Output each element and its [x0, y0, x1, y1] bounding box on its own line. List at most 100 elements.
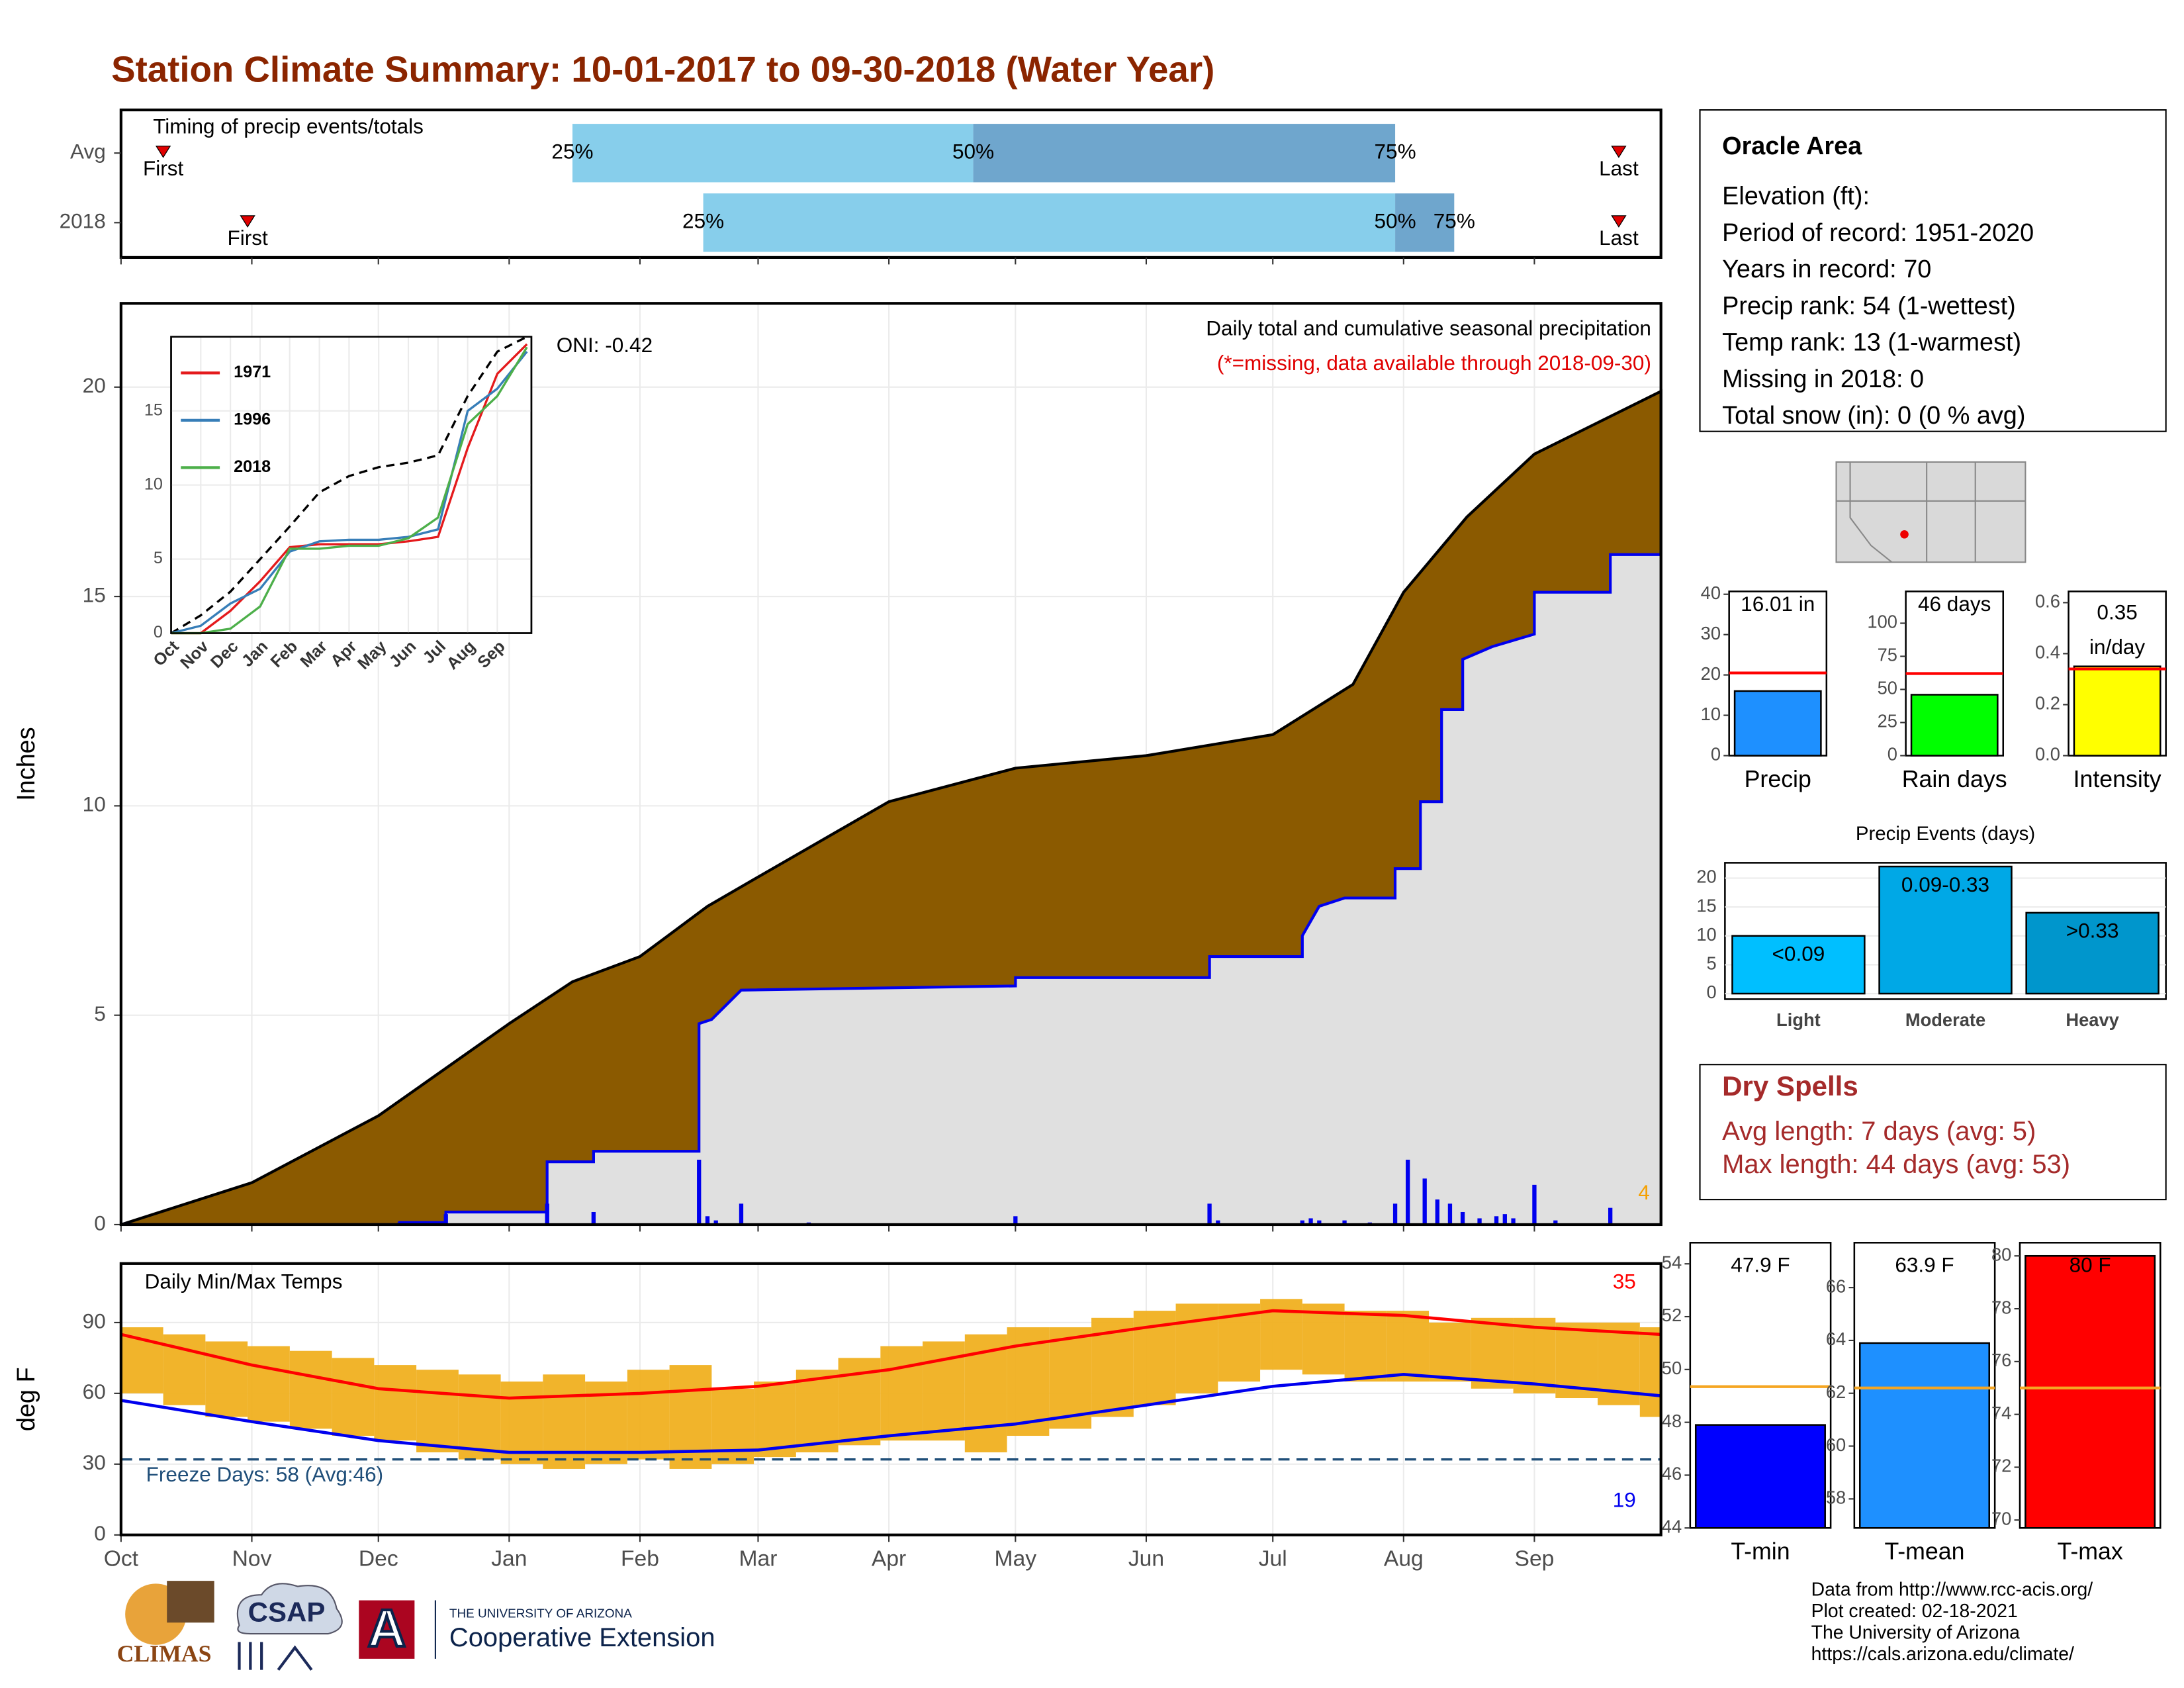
series-line	[171, 346, 528, 635]
bar-value-label: 0.09-0.33	[1901, 872, 1989, 896]
temp-range-bar	[880, 1346, 923, 1441]
logo-shape	[236, 1583, 343, 1635]
daily-bar	[1511, 1218, 1516, 1225]
daily-bar	[1532, 1184, 1537, 1225]
event-marker	[1611, 146, 1627, 158]
temp-range-bar	[374, 1365, 417, 1441]
inset-y-tick-label: 15	[144, 400, 163, 419]
avg-max-line	[120, 1309, 1661, 1400]
series-line	[171, 351, 528, 635]
bar-value-label: >0.33	[2066, 919, 2119, 943]
y-tick-label: 48	[1662, 1411, 1682, 1431]
event-label: Last	[1599, 156, 1639, 180]
info-box	[1699, 109, 2167, 432]
daily-bar	[1608, 1207, 1613, 1225]
bar-label: Precip	[1745, 766, 1811, 792]
y-tick-label: 60	[1826, 1434, 1846, 1455]
quartile-bar	[703, 193, 1396, 252]
x-tick-label: Moderate	[1905, 1009, 1985, 1030]
x-tick-label: Dec	[359, 1546, 398, 1571]
pct-label: 50%	[1375, 209, 1416, 233]
temp-range-bar	[754, 1382, 796, 1458]
y-tick-label: 46	[1662, 1464, 1682, 1484]
legend-label: 1996	[234, 410, 271, 429]
y-tick-label: 30	[83, 1450, 106, 1474]
bar-value-label: 0.35	[2097, 600, 2137, 624]
y-tick-label: 40	[1701, 583, 1721, 603]
y-tick-label: 66	[1826, 1276, 1846, 1296]
temp-range-bar	[669, 1365, 712, 1469]
daily-bar	[591, 1211, 596, 1225]
daily-bar	[1553, 1220, 1558, 1225]
bar-unit: in/day	[2089, 635, 2145, 659]
temp-range-bar	[458, 1374, 501, 1460]
daily-bar	[1013, 1216, 1018, 1225]
temp-range-bar	[1175, 1303, 1218, 1393]
logo-shape	[359, 1600, 415, 1659]
y-tick-label: 80	[1991, 1244, 2011, 1264]
oni: ONI: -0.42	[557, 333, 653, 357]
y-tick-label: 25	[1878, 711, 1897, 731]
x-tick-label: Aug	[1384, 1546, 1424, 1571]
quartile-bar	[973, 124, 1396, 183]
bar	[1733, 690, 1822, 757]
x-tick-label: Heavy	[2066, 1009, 2119, 1030]
page-title: Station Climate Summary: 10-01-2017 to 0…	[111, 50, 1214, 90]
x-tick-label: Jun	[1128, 1546, 1164, 1571]
y-tick-label: 64	[1826, 1329, 1846, 1349]
bar	[2073, 665, 2161, 757]
event-marker	[1611, 215, 1627, 228]
observed-line	[120, 553, 1661, 1227]
y-tick-label: 0	[1888, 744, 1897, 765]
daily-bar	[1406, 1159, 1410, 1225]
y-tick-label: 0.2	[2035, 693, 2060, 714]
temp-range-bar	[1429, 1322, 1471, 1382]
inset-y-tick-label: 0	[154, 623, 163, 641]
temp-range-bar	[1471, 1317, 1514, 1389]
y-tick-label: 10	[1701, 704, 1721, 724]
row-label: 2018	[60, 209, 106, 233]
y-tick-label: 20	[1696, 867, 1716, 887]
daily-bar	[705, 1216, 710, 1225]
bar	[2025, 912, 2160, 995]
plot-frame	[119, 1262, 1662, 1536]
info-title: Oracle Area	[1722, 132, 1862, 160]
panel-label: Timing of precip events/totals	[153, 115, 424, 138]
y-tick-label: 75	[1878, 645, 1897, 665]
bar	[2025, 1254, 2156, 1529]
y-tick-label: 100	[1867, 612, 1897, 632]
x-tick-label: Apr	[872, 1546, 906, 1571]
daily-bar	[739, 1203, 744, 1225]
daily-bar	[1207, 1203, 1212, 1225]
daily-bar	[1460, 1211, 1465, 1225]
count: 4	[1638, 1180, 1650, 1204]
y-tick-label: 76	[1991, 1350, 2011, 1370]
y-tick-label: 10	[1696, 924, 1716, 945]
x-tick-label: May	[995, 1546, 1037, 1571]
y-tick-label: 0.4	[2035, 642, 2060, 663]
y-tick-label: 10	[83, 792, 106, 816]
inset-y-tick-label: 10	[144, 475, 163, 493]
temp-range-bar	[1302, 1303, 1345, 1375]
legend-label: 1971	[234, 363, 271, 381]
event-label: First	[143, 156, 184, 180]
avg-min-line	[120, 1373, 1661, 1454]
x-tick-label: Light	[1776, 1009, 1821, 1030]
logo-text: Cooperative Extension	[449, 1623, 715, 1652]
x-tick-label: Oct	[104, 1546, 139, 1571]
bar	[1694, 1424, 1826, 1529]
x-tick-label: Jul	[1259, 1546, 1287, 1571]
info-line: Temp rank: 13 (1-warmest)	[1722, 329, 2021, 357]
x-tick-label: Mar	[739, 1546, 778, 1571]
logo-text: A	[367, 1599, 406, 1658]
y-tick-label: 0	[94, 1521, 106, 1545]
y-tick-label: 0	[94, 1211, 106, 1235]
quartile-bar	[1395, 193, 1455, 252]
bar	[1731, 935, 1866, 995]
legend-label: 2018	[234, 457, 271, 476]
footer-line: Plot created: 02-18-2021	[1811, 1601, 2018, 1622]
y-tick-label: 50	[1662, 1358, 1682, 1378]
footer-line: The University of Arizona	[1811, 1622, 2020, 1644]
observed-area	[120, 554, 1661, 1225]
bar-value-label: <0.09	[1772, 942, 1825, 966]
